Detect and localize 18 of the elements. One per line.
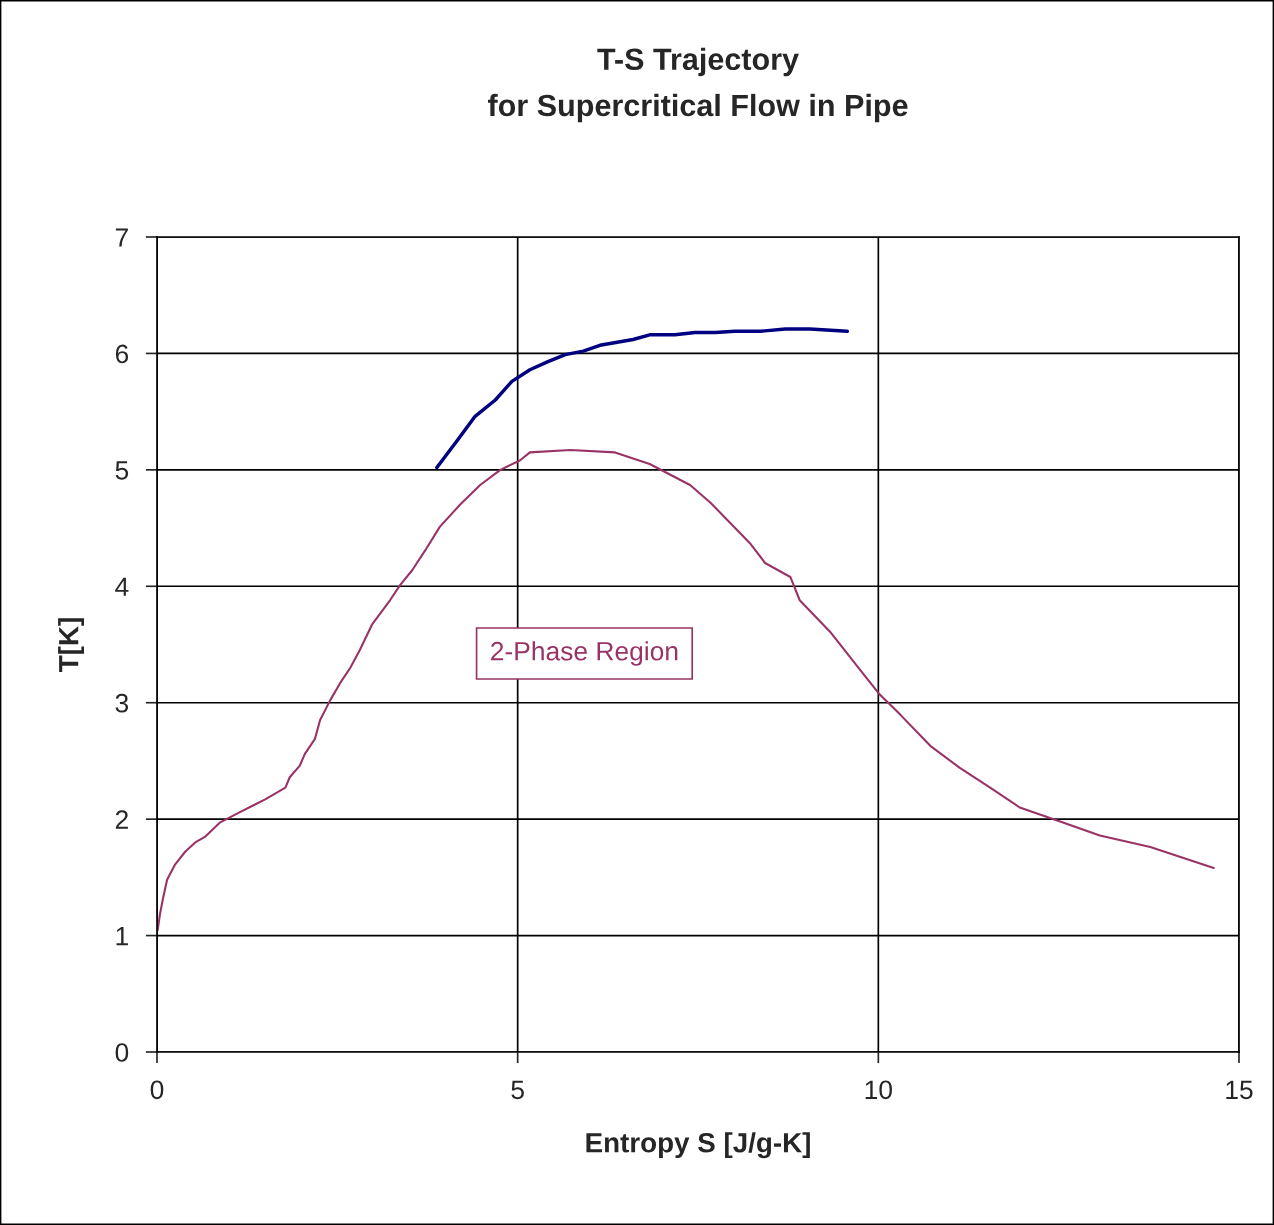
line-series [157,449,1215,931]
x-tick-label: 15 [1226,1080,1253,1100]
y-tick-label: 1 [116,926,128,946]
y-axis-title: T[K] [58,618,84,672]
x-tick-label: 5 [511,1080,524,1100]
x-tick-label: 10 [865,1080,892,1100]
chart-title: T-S Trajectory for Supercritical Flow in Pipe [488,47,908,123]
y-tick-label: 3 [115,693,129,713]
annotation: 2-Phase Region [491,641,678,666]
y-tick-label: 7 [115,228,128,247]
y-tick-label: 2 [115,810,128,829]
y-tick-label: 0 [115,1043,129,1062]
y-tick-label: 6 [115,344,129,364]
x-tick-label: 0 [150,1080,164,1100]
y-tick-label: 5 [115,461,129,480]
x-axis-title: Entropy S [J/g-K] [586,1132,810,1159]
line-series [435,327,850,470]
y-tick-label: 4 [115,577,129,596]
